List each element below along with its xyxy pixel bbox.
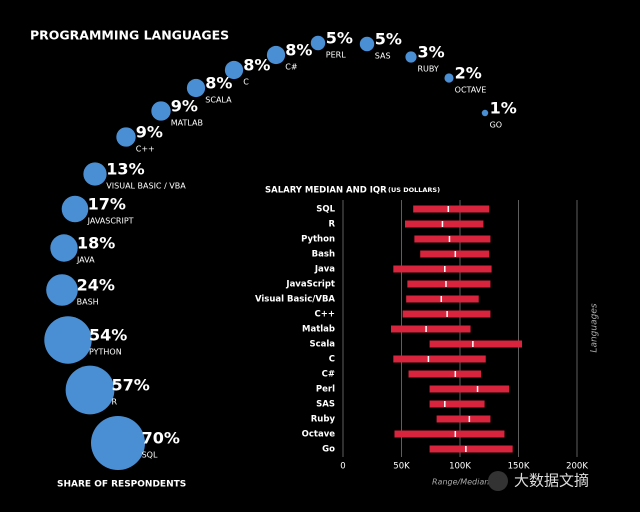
category-label: SCALA (205, 96, 232, 105)
iqr-bar (429, 340, 523, 348)
category-label: Java (314, 265, 335, 275)
iqr-bar (393, 355, 486, 363)
bubble (50, 234, 78, 262)
bubble (151, 101, 171, 121)
bubble (61, 195, 89, 223)
iqr-bar (393, 265, 492, 273)
value-label: 2% (455, 64, 482, 83)
iqr-bar (408, 370, 482, 378)
value-label: 9% (136, 123, 163, 142)
value-label: 9% (171, 97, 198, 116)
category-label: Perl (316, 385, 335, 395)
salary-subtitle: (US DOLLARS) (388, 186, 440, 194)
category-label: JAVA (76, 256, 95, 265)
bubble (481, 109, 489, 117)
category-label: JavaScript (285, 280, 335, 290)
value-label: 5% (326, 29, 353, 48)
category-label: PYTHON (89, 348, 122, 357)
category-label: Python (301, 235, 335, 245)
iqr-bar (394, 430, 505, 438)
category-label: SAS (316, 400, 335, 410)
bubble (224, 60, 244, 80)
bubble (46, 274, 78, 306)
category-label: C (243, 78, 249, 87)
value-label: 8% (243, 56, 270, 75)
category-label: Bash (312, 250, 335, 260)
category-label: Octave (302, 430, 336, 440)
iqr-bar (413, 205, 490, 213)
value-label: 17% (88, 195, 126, 214)
category-label: Matlab (302, 325, 335, 335)
bubble (44, 316, 92, 364)
iqr-bar (429, 445, 513, 453)
value-label: 1% (490, 99, 517, 118)
bubble (83, 162, 107, 186)
bubble (405, 51, 417, 63)
category-label: Scala (309, 340, 335, 350)
category-label: SQL (316, 205, 335, 215)
category-label: C# (322, 370, 335, 380)
bubble (444, 73, 454, 83)
bubble (310, 35, 326, 51)
iqr-bar (436, 415, 491, 423)
iqr-bar (407, 280, 491, 288)
category-label: MATLAB (171, 119, 203, 128)
y-axis-label: Languages (590, 303, 600, 352)
value-label: 8% (205, 74, 232, 93)
category-label: C (329, 355, 335, 365)
salary-title: SALARY MEDIAN AND IQR (265, 186, 387, 196)
bubble (266, 45, 286, 65)
x-tick-label: 200K (566, 462, 588, 472)
category-label: Go (322, 445, 335, 455)
category-label: SQL (142, 451, 158, 460)
value-label: 57% (111, 376, 149, 395)
category-label: Ruby (311, 415, 336, 425)
category-label: R (328, 220, 335, 230)
x-tick-label: 50K (393, 462, 410, 472)
value-label: 5% (375, 30, 402, 49)
x-axis-label: Range/Median (432, 478, 489, 487)
value-label: 70% (142, 429, 180, 448)
category-label: Visual Basic/VBA (255, 295, 335, 305)
bubble (116, 127, 136, 147)
iqr-bar (406, 295, 479, 303)
category-label: GO (490, 121, 503, 130)
category-label: SAS (375, 52, 391, 61)
bubble (65, 365, 115, 415)
chart-title: PROGRAMMING LANGUAGES (30, 28, 229, 43)
category-label: PERL (326, 51, 346, 60)
category-label: VISUAL BASIC / VBA (106, 182, 186, 191)
category-label: JAVASCRIPT (87, 217, 134, 226)
category-label: OCTAVE (455, 86, 487, 95)
iqr-bar (429, 400, 485, 408)
category-label: BASH (77, 298, 99, 307)
bubble (91, 416, 145, 470)
bubble (186, 78, 206, 98)
iqr-bar (405, 220, 484, 228)
value-label: 18% (77, 234, 115, 253)
category-label: RUBY (417, 65, 438, 74)
x-tick-label: 150K (508, 462, 530, 472)
category-label: R (111, 398, 117, 407)
value-label: 3% (417, 43, 444, 62)
iqr-bar (429, 385, 510, 393)
value-label: 24% (77, 276, 115, 295)
chart-footer: SHARE OF RESPONDENTS (57, 480, 186, 490)
watermark-icon (488, 471, 508, 491)
category-label: C++ (315, 310, 335, 320)
category-label: C# (285, 63, 298, 72)
x-tick-label: 0 (340, 462, 345, 472)
value-label: 54% (89, 326, 127, 345)
watermark: 大数据文摘 (514, 472, 589, 490)
value-label: 8% (285, 41, 312, 60)
value-label: 13% (106, 160, 144, 179)
iqr-bar (390, 325, 471, 333)
bubble (359, 36, 375, 52)
category-label: C++ (136, 145, 155, 154)
x-tick-label: 100K (449, 462, 471, 472)
iqr-bar (414, 235, 491, 243)
